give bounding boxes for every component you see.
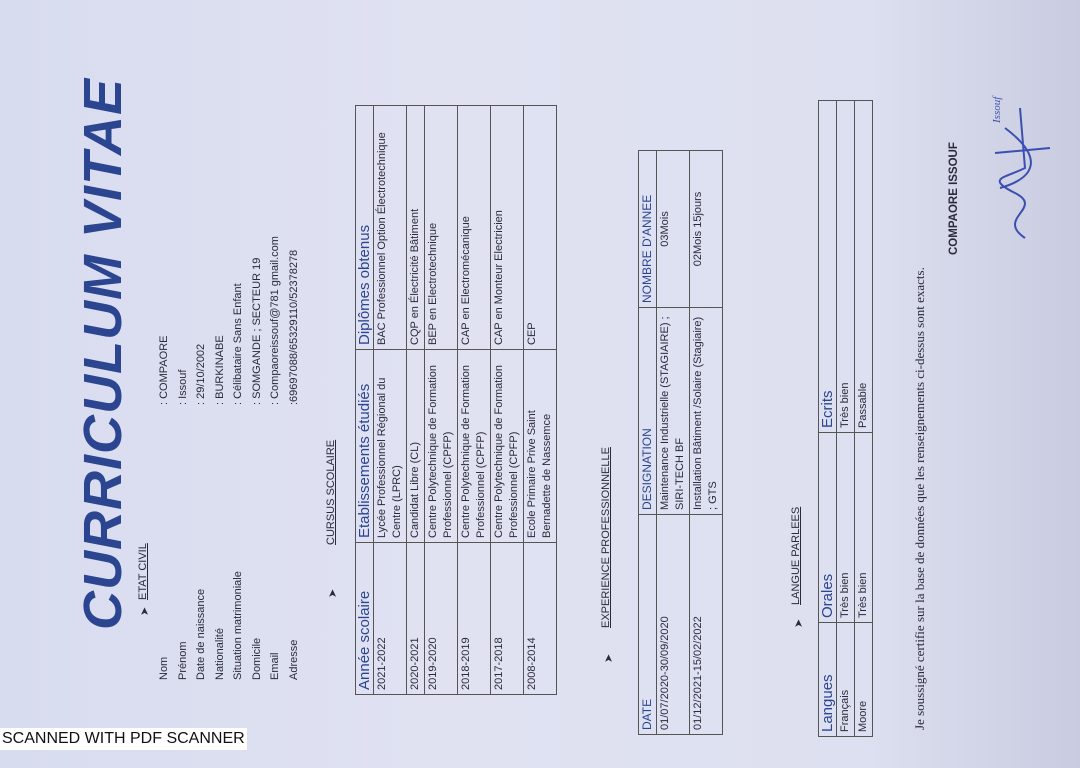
civil-label: Domicile: [250, 637, 263, 680]
section-langues: LANGUE PARLEES: [790, 506, 802, 605]
signature-image: Issouf: [991, 95, 1051, 239]
col-date: DATE: [638, 514, 657, 735]
civil-label: Adresse: [287, 639, 300, 680]
table-cell: 2008-2014: [523, 542, 557, 695]
section-etat-civil: ETAT CIVIL: [137, 543, 149, 600]
table-row: 2018-2019 Centre Polytechnique de Formati…: [457, 105, 491, 695]
table-cell: 2021-2022: [373, 542, 407, 695]
table-cell: 2017-2018: [490, 542, 524, 695]
langues-table: Langues Orales Ecrits Français Très bien T…: [818, 100, 873, 737]
table-row: 2008-2014 Ecole Primaire Prive Saint Bern…: [523, 105, 557, 695]
cursus-table: Année scolaire Etablissements étudiés Di…: [355, 105, 557, 695]
table-cell: 01/07/2020-30/09/2020: [656, 514, 690, 735]
table-cell: BAC Professionnel Option Électrotechniqu…: [373, 105, 407, 350]
table-row: 2019-2020 Centre Polytechnique de Formati…: [424, 105, 458, 695]
table-cell: Candidat Libre (CL): [406, 349, 425, 543]
civil-value: : COMPAORE: [158, 335, 170, 405]
civil-value: : 29/10/2002: [195, 343, 207, 405]
table-cell: CAP en Electromécanique: [457, 105, 491, 350]
table-cell: CQP en Électricité Bâtiment: [406, 105, 425, 350]
table-row: 01/12/2021-15/02/2022 Installation Bâtime…: [689, 150, 723, 735]
table-cell: 03Mois: [656, 150, 690, 308]
civil-value: : SOMGANDE ; SECTEUR 19: [250, 257, 263, 405]
civil-value: : Issouf: [176, 369, 189, 405]
table-cell: Très bien: [836, 100, 855, 433]
signature-text: Issouf: [991, 95, 1003, 124]
col-annee: Année scolaire: [355, 542, 374, 695]
table-cell: Moore: [854, 622, 873, 737]
col-orales: Orales: [818, 432, 837, 623]
experience-table: DATE DESIGNATION NOMBRE D'ANNEE 01/07/20…: [638, 150, 723, 735]
col-diplomes: Diplômes obtenus: [355, 105, 374, 350]
table-cell: BEP en Electrotechnique: [424, 105, 458, 350]
table-cell: Passable: [854, 100, 873, 433]
civil-label: Prénom: [176, 641, 189, 680]
table-cell: 02Mois 15jours: [689, 150, 723, 308]
certification-statement: Je soussigné certifie sur la base de don…: [912, 267, 927, 730]
arrow-bullet-icon: ➤: [603, 653, 615, 663]
table-cell: 2019-2020: [424, 542, 458, 695]
cv-title: CURRICULUM VITAE: [73, 78, 133, 630]
civil-label: Nom: [158, 656, 170, 680]
table-cell: CEP: [523, 105, 557, 350]
civil-label: Situation matrimoniale: [232, 571, 244, 680]
arrow-bullet-icon: ➤: [139, 606, 151, 616]
arrow-bullet-icon: ➤: [793, 618, 805, 628]
section-experience: EXPERIENCE PROFESSIONNELLE: [600, 447, 612, 628]
table-row: 2021-2022 Lycée Professionnel Régional du…: [373, 105, 407, 695]
civil-label: Nationalité: [213, 628, 226, 680]
col-designation: DESIGNATION: [638, 307, 657, 515]
table-row: 2017-2018 Centre Polytechnique de Formati…: [490, 105, 524, 695]
table-cell: Centre Polytechnique de Formation Profes…: [457, 349, 491, 543]
table-cell: 2020-2021: [406, 542, 425, 695]
table-cell: Ecole Primaire Prive Saint Bernadette de…: [523, 349, 557, 543]
table-row: 01/07/2020-30/09/2020 Maintenance Industr…: [656, 150, 690, 735]
table-cell: Français: [836, 622, 855, 737]
table-row: 2020-2021 Candidat Libre (CL) CQP en Élect…: [406, 105, 425, 695]
table-cell: Très bien: [854, 432, 873, 623]
civil-value: : Célibataire Sans Enfant: [232, 283, 244, 405]
col-etablissements: Etablissements étudiés: [355, 349, 374, 543]
civil-value: : Compaoreissouf@781 gmail.com: [269, 236, 281, 405]
signatory-name: COMPAORE ISSOUF: [948, 142, 960, 255]
table-cell: Très bien: [836, 432, 855, 623]
table-cell: Centre Polytechnique de Formation Profes…: [424, 349, 458, 543]
civil-label: Date de naissance: [195, 588, 207, 680]
col-ecrits: Ecrits: [818, 100, 837, 433]
table-row: Français Très bien Très bien: [836, 100, 855, 737]
civil-value: : BURKINABE: [213, 335, 226, 405]
scanner-watermark: SCANNED WITH PDF SCANNER: [0, 728, 247, 750]
table-cell: Centre Polytechnique de Formation Profes…: [490, 349, 524, 543]
arrow-bullet-icon: ➤: [327, 588, 339, 598]
col-nombre: NOMBRE D'ANNEE: [638, 150, 657, 308]
table-row: Moore Très bien Passable: [854, 100, 873, 737]
col-langues: Langues: [818, 622, 837, 737]
civil-label: Email: [269, 652, 281, 680]
table-cell: CAP en Monteur Electricien: [490, 105, 524, 350]
table-cell: Installation Bâtiment /Solaire (Stagiair…: [689, 307, 723, 515]
table-cell: 2018-2019: [457, 542, 491, 695]
table-cell: 01/12/2021-15/02/2022: [689, 514, 723, 735]
table-cell: Maintenance Industrielle (STAGIAIRE) ; S…: [656, 307, 690, 515]
table-cell: Lycée Professionnel Régional du Centre (…: [373, 349, 407, 543]
civil-value: :69697088/65329110/52378278: [287, 249, 300, 405]
section-cursus: CURSUS SCOLAIRE: [325, 439, 337, 545]
